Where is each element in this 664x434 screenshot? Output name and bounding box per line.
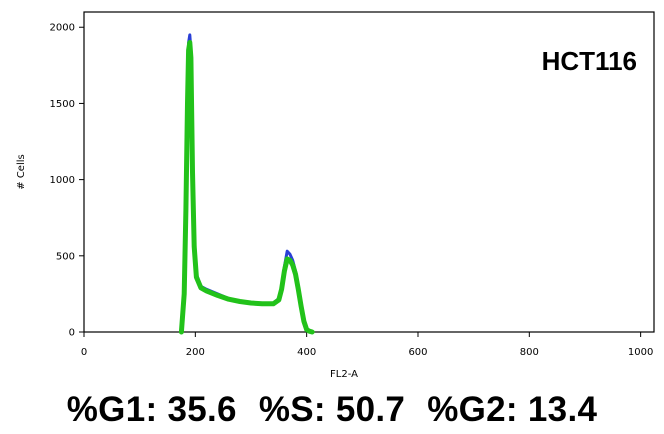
cell-cycle-stats: %G1: 35.6 %S: 50.7 %G2: 13.4 bbox=[0, 390, 664, 430]
x-tick-label: 200 bbox=[186, 347, 205, 358]
y-axis-label: # Cells bbox=[16, 154, 27, 189]
x-tick-label: 1000 bbox=[628, 347, 653, 358]
y-tick-label: 2000 bbox=[50, 23, 75, 34]
g2-percentage: %G2: 13.4 bbox=[427, 390, 598, 429]
y-tick-label: 1000 bbox=[50, 175, 75, 186]
y-tick-label: 1500 bbox=[50, 99, 75, 110]
chart-series bbox=[178, 33, 315, 335]
s-percentage: %S: 50.7 bbox=[258, 390, 406, 429]
y-tick-label: 0 bbox=[69, 328, 75, 339]
plot-frame bbox=[83, 11, 655, 333]
sample-label: HCT116 bbox=[542, 46, 637, 76]
y-tick-label: 500 bbox=[56, 251, 75, 262]
series-line-green bbox=[178, 40, 315, 335]
x-tick-label: 800 bbox=[520, 347, 539, 358]
x-tick-label: 600 bbox=[408, 347, 427, 358]
flow-cytometry-histogram: 0 500 1000 1500 2000 0 200 400 600 800 1000 # Cell… bbox=[16, 11, 655, 380]
chart-axes: 0 500 1000 1500 2000 0 200 400 600 800 1000 bbox=[50, 11, 655, 358]
g1-percentage: %G1: 35.6 bbox=[66, 390, 237, 429]
x-tick-label: 400 bbox=[297, 347, 316, 358]
x-axis-label: FL2-A bbox=[330, 369, 358, 380]
x-tick-label: 0 bbox=[81, 347, 87, 358]
